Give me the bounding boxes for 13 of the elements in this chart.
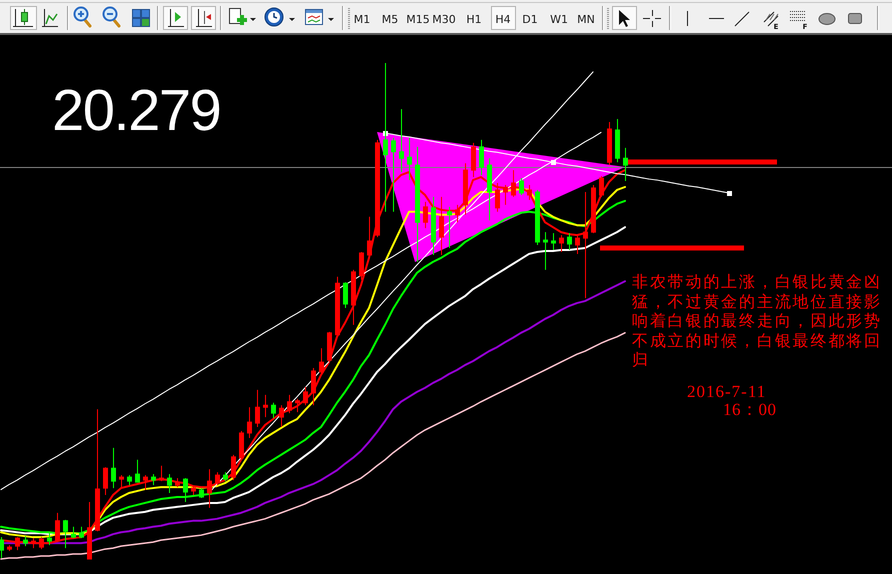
annotation: W1 bbox=[550, 13, 568, 26]
annotation: M15 bbox=[406, 13, 430, 26]
annotation: H4 bbox=[495, 13, 511, 26]
annotation: 2016-7-11 bbox=[687, 382, 766, 401]
annotation: H1 bbox=[466, 13, 482, 26]
annotation: M5 bbox=[382, 13, 398, 26]
annotation: M30 bbox=[432, 13, 456, 26]
annotation: 16：00 bbox=[723, 400, 776, 419]
annotation: 20.279 bbox=[52, 78, 220, 143]
annotation: MN bbox=[577, 13, 595, 26]
annotation: D1 bbox=[522, 13, 538, 26]
annotation: 非农带动的上涨，白银比黄金凶猛，不过黄金的主流地位直接影响着白银的最终走向，因此形势不成立的时候，白银最终都将回归 bbox=[632, 272, 883, 370]
annotation: M1 bbox=[354, 13, 370, 26]
